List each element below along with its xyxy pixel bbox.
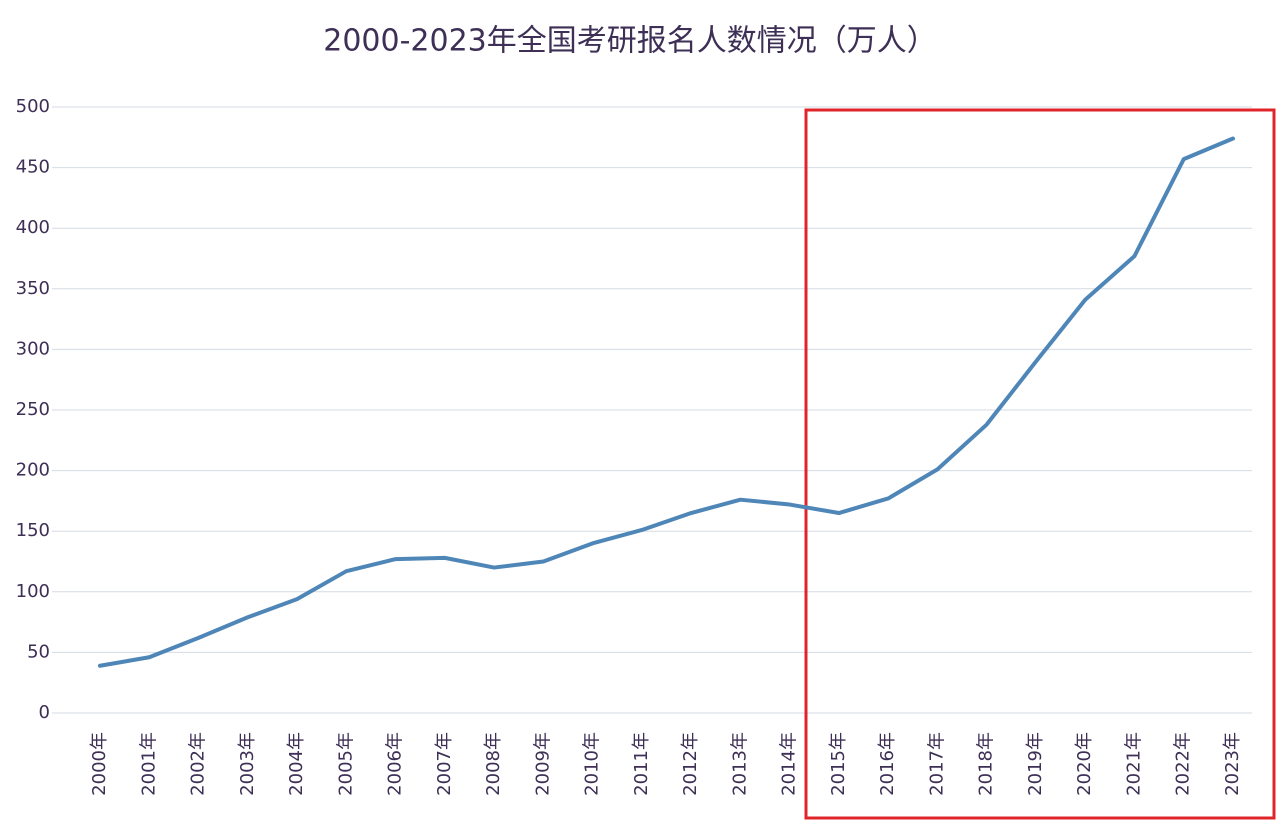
y-tick-label: 500 — [16, 96, 50, 117]
chart-title: 2000-2023年全国考研报名人数情况（万人） — [323, 24, 937, 59]
x-tick-label: 2006年 — [385, 732, 406, 796]
x-tick-label: 2009年 — [532, 732, 553, 796]
x-tick-label: 2005年 — [335, 732, 356, 796]
data-line — [98, 136, 1235, 668]
highlight-box — [804, 108, 1276, 820]
y-tick-label: 100 — [16, 581, 50, 602]
x-tick-label: 2018年 — [976, 732, 997, 796]
y-tick-label: 250 — [16, 399, 50, 420]
y-tick-label: 300 — [16, 338, 50, 359]
x-tick-label: 2000年 — [89, 732, 110, 796]
y-tick-label: 0 — [39, 702, 50, 723]
x-tick-label: 2001年 — [138, 732, 159, 796]
x-tick-label: 2004年 — [286, 732, 307, 796]
grid — [52, 106, 1252, 714]
x-tick-label: 2017年 — [926, 732, 947, 796]
x-tick-label: 2019年 — [1025, 732, 1046, 796]
x-tick-label: 2020年 — [1074, 732, 1095, 796]
x-tick-label: 2010年 — [582, 732, 603, 796]
y-tick-label: 200 — [16, 460, 50, 481]
y-tick-label: 150 — [16, 520, 50, 541]
x-tick-label: 2012年 — [680, 732, 701, 796]
x-tick-label: 2013年 — [729, 732, 750, 796]
y-tick-label: 400 — [16, 217, 50, 238]
x-tick-label: 2003年 — [237, 732, 258, 796]
y-tick-label: 450 — [16, 157, 50, 178]
x-tick-label: 2002年 — [188, 732, 209, 796]
x-tick-label: 2008年 — [483, 732, 504, 796]
x-tick-label: 2015年 — [828, 732, 849, 796]
x-tick-label: 2022年 — [1173, 732, 1194, 796]
x-tick-label: 2011年 — [631, 732, 652, 796]
y-tick-label: 350 — [16, 278, 50, 299]
y-tick-label: 50 — [27, 641, 50, 662]
x-tick-label: 2014年 — [779, 732, 800, 796]
x-tick-label: 2016年 — [877, 732, 898, 796]
x-tick-label: 2023年 — [1222, 732, 1243, 796]
x-tick-label: 2007年 — [434, 732, 455, 796]
x-tick-label: 2021年 — [1123, 732, 1144, 796]
